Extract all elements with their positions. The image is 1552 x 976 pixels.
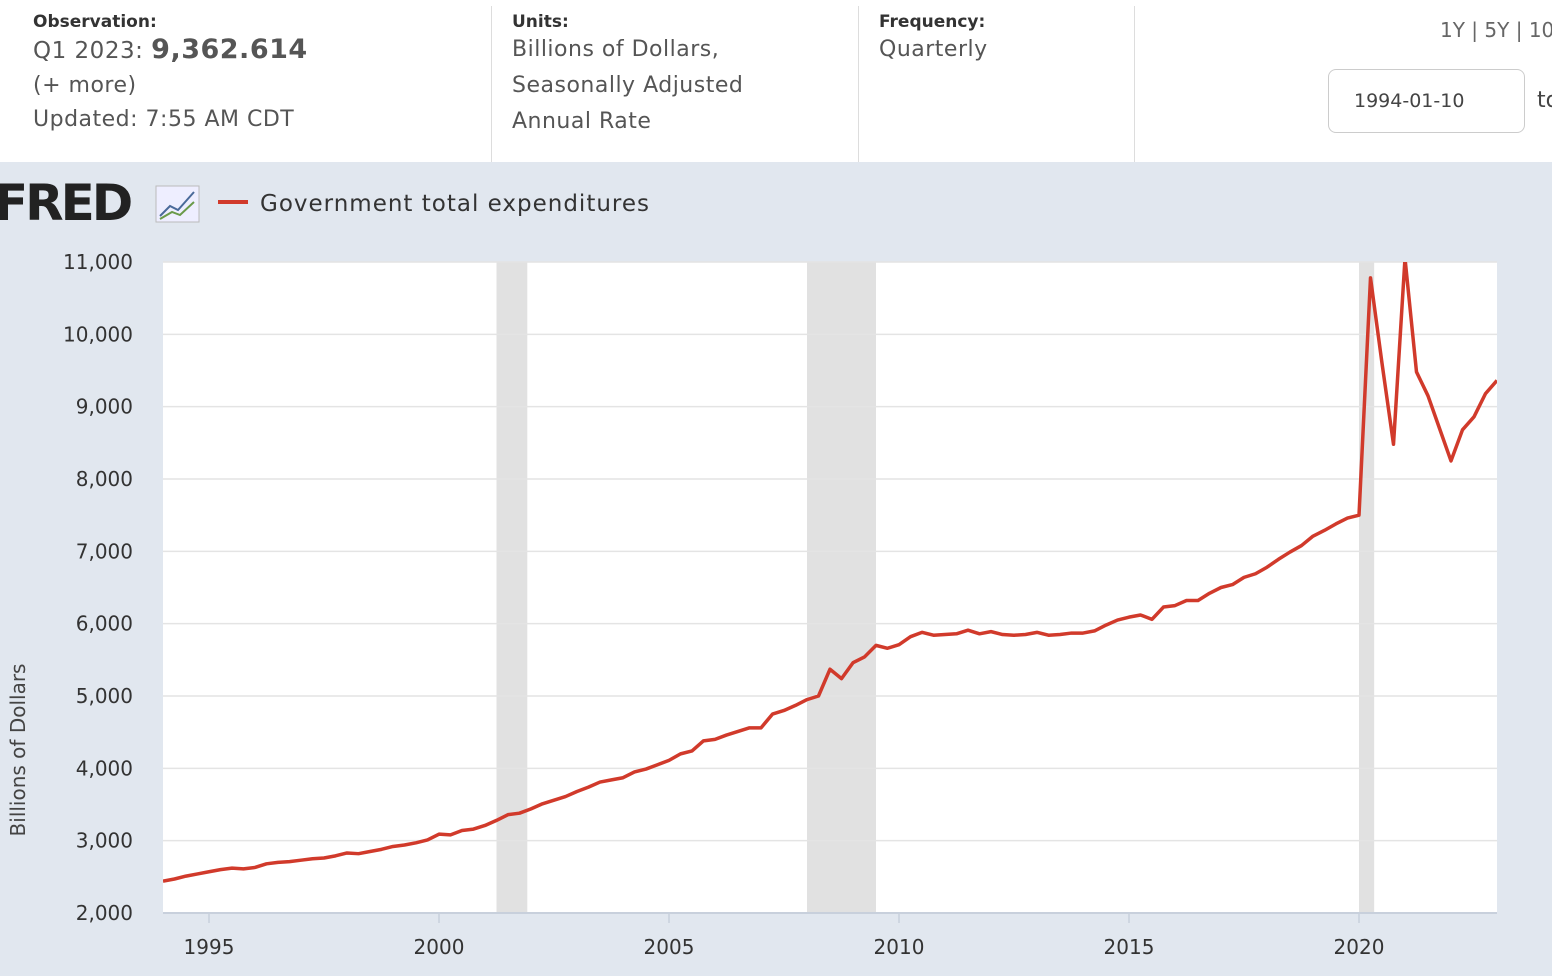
legend-label: Government total expenditures bbox=[260, 191, 650, 217]
observation: Observation: Q1 2023: 9,362.614 (+ more)… bbox=[33, 6, 308, 162]
x-tick-label: 2010 bbox=[874, 935, 925, 959]
updated: Updated: 7:55 AM CDT bbox=[33, 107, 295, 132]
logo: FRED bbox=[0, 174, 131, 232]
period: Q1 2023: bbox=[33, 38, 144, 64]
y-tick-label: 8,000 bbox=[76, 467, 133, 491]
recession-band bbox=[807, 262, 876, 913]
range-button[interactable]: 1Y bbox=[1440, 18, 1465, 42]
series-line bbox=[163, 262, 1497, 883]
y-tick-label: 9,000 bbox=[76, 395, 133, 419]
y-tick-label: 10,000 bbox=[63, 322, 133, 346]
header: Observation: Q1 2023: 9,362.614 (+ more)… bbox=[0, 0, 1552, 162]
x-tick-label: 2020 bbox=[1334, 935, 1385, 959]
y-tick-label: 3,000 bbox=[76, 829, 133, 853]
y-tick-label: 11,000 bbox=[63, 250, 133, 274]
y-axis-label: Billions of Dollars bbox=[6, 664, 30, 837]
start-date-input[interactable]: 1994-01-10 bbox=[1328, 69, 1525, 133]
y-tick-label: 2,000 bbox=[76, 901, 133, 925]
range-button[interactable]: 5Y bbox=[1484, 18, 1510, 42]
x-tick-label: 1995 bbox=[184, 935, 235, 959]
y-tick-label: 5,000 bbox=[76, 684, 133, 708]
value: 9,362.614 bbox=[151, 34, 308, 65]
y-tick-label: 4,000 bbox=[76, 756, 133, 780]
units-line: Billions of Dollars, bbox=[512, 37, 720, 62]
range-buttons: 1Y | 5Y | 10Y bbox=[1440, 18, 1552, 42]
divider bbox=[858, 6, 859, 162]
to-label: to bbox=[1537, 88, 1552, 113]
divider bbox=[1134, 6, 1135, 162]
logo-icon bbox=[155, 185, 200, 223]
x-tick-label: 2000 bbox=[414, 935, 465, 959]
divider bbox=[491, 6, 492, 162]
observation-line: Q1 2023: 9,362.614 bbox=[33, 32, 308, 69]
frequency-value: Quarterly bbox=[879, 37, 988, 62]
y-tick-label: 7,000 bbox=[76, 539, 133, 563]
label: Observation: bbox=[33, 12, 157, 32]
chart: FRED Government total expenditures Billi… bbox=[0, 162, 1552, 976]
x-tick-label: 2015 bbox=[1104, 935, 1155, 959]
units-line: Annual Rate bbox=[512, 109, 652, 134]
y-tick-label: 6,000 bbox=[76, 612, 133, 636]
frequency: Frequency: Quarterly bbox=[879, 6, 988, 162]
label: Units: bbox=[512, 12, 569, 32]
recession-band bbox=[496, 262, 528, 913]
more-link[interactable]: (+ more) bbox=[33, 73, 137, 98]
label: Frequency: bbox=[879, 12, 986, 32]
units: Units: Billions of Dollars, Seasonally A… bbox=[512, 6, 743, 162]
range-button[interactable]: 10Y bbox=[1528, 18, 1552, 42]
units-line: Seasonally Adjusted bbox=[512, 73, 744, 98]
x-tick-label: 2005 bbox=[644, 935, 695, 959]
